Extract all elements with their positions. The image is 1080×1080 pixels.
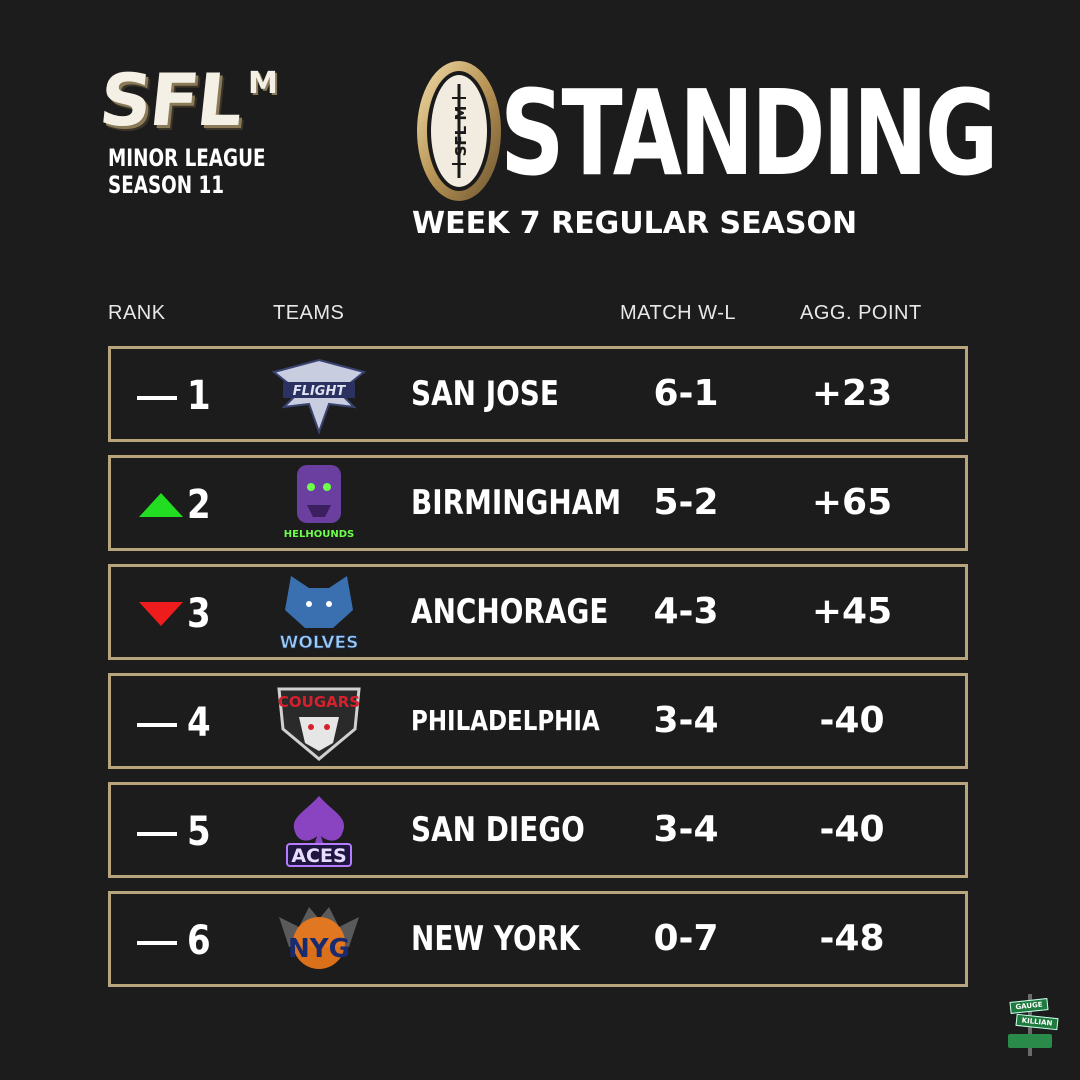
rank-down-icon	[139, 602, 183, 626]
rank-unchanged-icon	[137, 832, 177, 836]
page-subtitle: WEEK 7 REGULAR SEASON	[412, 206, 858, 241]
rank-unchanged-icon	[137, 396, 177, 400]
hellhound-icon: HELHOUNDS	[284, 465, 354, 540]
rank-number: 4	[187, 700, 211, 746]
rank-number: 6	[187, 918, 211, 964]
column-header-agg-point: AGG. POINT	[800, 302, 922, 324]
team-name: PHILADELPHIA	[411, 704, 600, 737]
rank-number: 3	[187, 591, 211, 637]
standings-row: 4 COUGARS PHILADELPHIA 3-4 -40	[108, 673, 968, 769]
rank-up-icon	[139, 493, 183, 517]
standings-row: 3 WOLVES ANCHORAGE 4-3 +45	[108, 564, 968, 660]
rank-unchanged-icon	[137, 723, 177, 727]
rank-number: 2	[187, 482, 211, 528]
rank-cell: 6	[137, 894, 247, 984]
season-label: SEASON 11	[108, 171, 225, 199]
rank-number: 5	[187, 809, 211, 855]
svg-text:ACES: ACES	[291, 845, 346, 867]
team-name: SAN JOSE	[411, 374, 559, 414]
wolf-icon: WOLVES	[279, 576, 359, 653]
ace-spade-icon: ACES	[286, 796, 352, 867]
match-wl: 4-3	[653, 591, 719, 632]
page-title: STANDING	[500, 64, 998, 202]
match-wl: 3-4	[653, 809, 719, 850]
sfl-logo-text: SFL	[95, 58, 246, 142]
agg-point: -40	[819, 809, 885, 850]
column-header-match-wl: MATCH W-L	[620, 302, 736, 324]
logo-sign-bottom: KILLIAN	[1015, 1013, 1059, 1031]
svg-text:NYG: NYG	[288, 934, 350, 964]
match-wl: 5-2	[653, 482, 719, 523]
team-logo: ACES	[269, 785, 369, 875]
agg-point: +45	[811, 591, 893, 632]
rank-cell: 4	[137, 676, 247, 766]
team-name: BIRMINGHAM	[411, 483, 622, 523]
match-wl: 3-4	[653, 700, 719, 741]
sfl-logo: SFL M	[96, 58, 290, 150]
logo-sign-top: GAUGE	[1009, 998, 1049, 1014]
team-logo: HELHOUNDS	[269, 458, 369, 548]
league-name: MINOR LEAGUE	[108, 144, 266, 172]
rank-unchanged-icon	[137, 941, 177, 945]
match-wl: 6-1	[653, 373, 719, 414]
match-wl: 0-7	[653, 918, 719, 959]
agg-point: -40	[819, 700, 885, 741]
svg-text:HELHOUNDS: HELHOUNDS	[284, 529, 354, 540]
gauge-killian-logo: GAUGE KILLIAN	[1002, 994, 1059, 1058]
svg-text:COUGARS: COUGARS	[278, 693, 360, 711]
rank-number: 1	[187, 373, 211, 419]
team-logo: COUGARS	[269, 676, 369, 766]
rank-cell: 3	[137, 567, 247, 657]
column-header-rank: RANK	[108, 302, 166, 324]
team-name: SAN DIEGO	[411, 810, 585, 850]
team-name: NEW YORK	[411, 919, 580, 959]
cougar-icon: COUGARS	[277, 687, 361, 761]
rank-cell: 2	[137, 458, 247, 548]
agg-point: -48	[819, 918, 885, 959]
team-name: ANCHORAGE	[411, 592, 609, 632]
rank-cell: 1	[137, 349, 247, 439]
standings-row: 5 ACES SAN DIEGO 3-4 -40	[108, 782, 968, 878]
agg-point: +65	[811, 482, 893, 523]
sfl-logo-sup: M	[248, 66, 278, 101]
football-text: SFL M	[452, 106, 470, 157]
standings-row: 2 HELHOUNDS BIRMINGHAM 5-2 +65	[108, 455, 968, 551]
svg-text:WOLVES: WOLVES	[280, 633, 359, 653]
team-logo: WOLVES	[269, 567, 369, 657]
team-logo: NYG	[269, 894, 369, 984]
standings-row: 6 NYG NEW YORK 0-7 -48	[108, 891, 968, 987]
league-subtitle: MINOR LEAGUE SEASON 11	[108, 145, 278, 199]
svg-text:FLIGHT: FLIGHT	[293, 384, 347, 399]
rank-cell: 5	[137, 785, 247, 875]
gargoyle-icon: NYG	[279, 907, 359, 969]
standings-row: 1 FLIGHT SAN JOSE 6-1 +23	[108, 346, 968, 442]
agg-point: +23	[811, 373, 893, 414]
eagle-icon: FLIGHT	[271, 358, 367, 435]
column-header-teams: TEAMS	[273, 302, 345, 324]
football-icon: SFL M	[412, 58, 506, 204]
team-logo: FLIGHT	[269, 349, 369, 439]
